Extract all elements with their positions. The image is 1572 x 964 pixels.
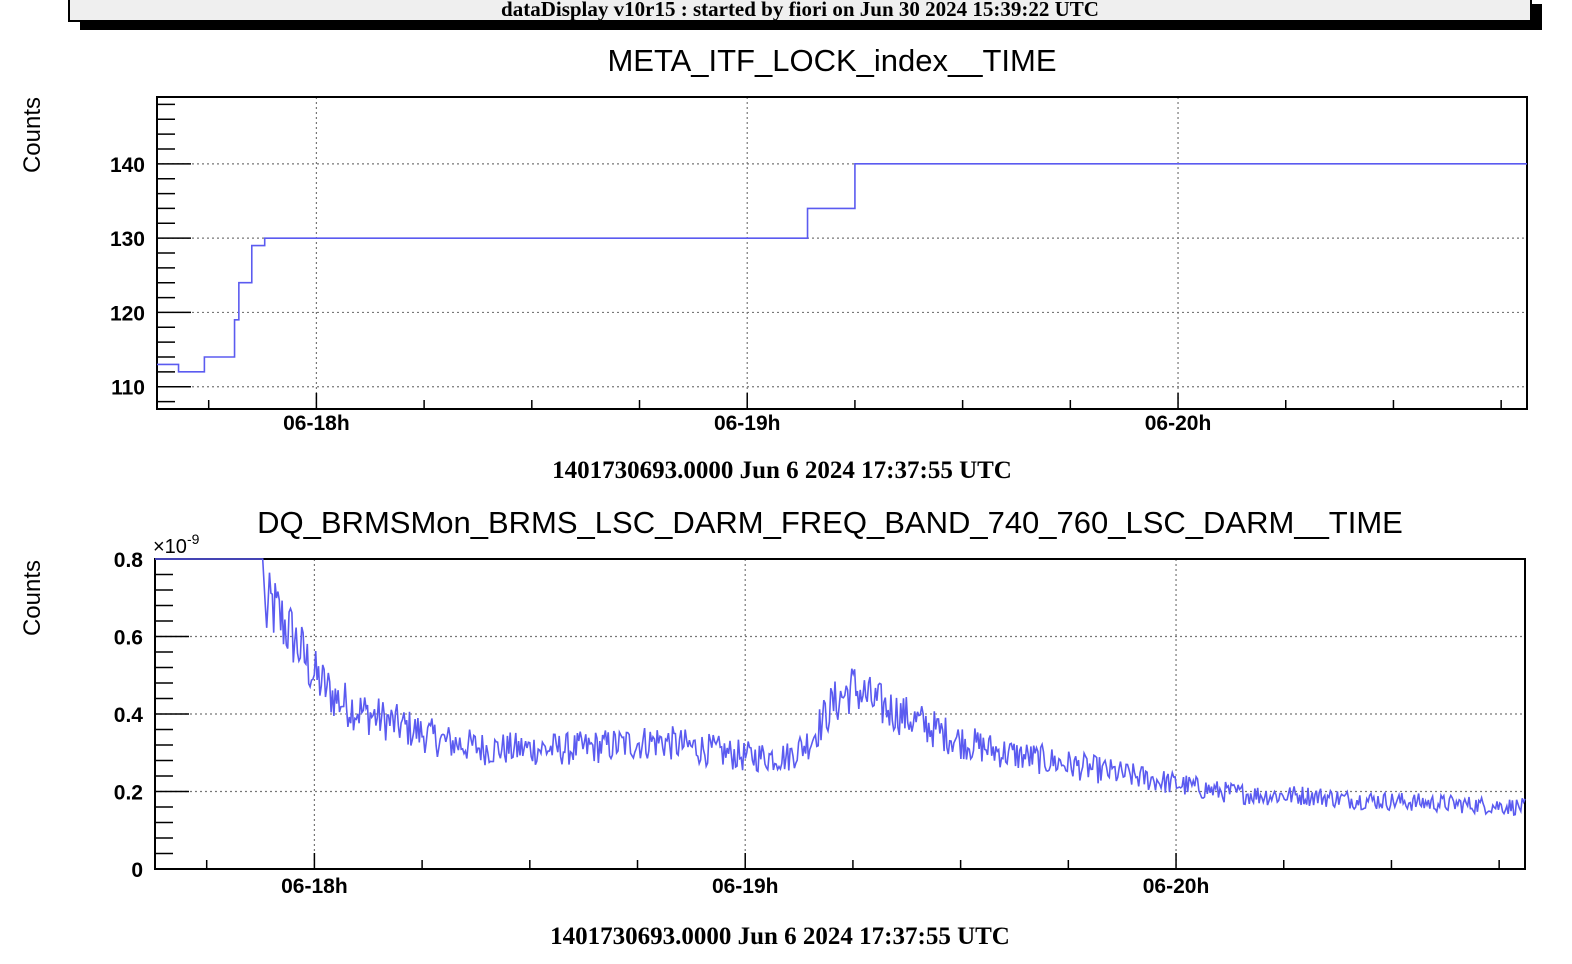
chart-1-y-tick-label: 140 [110, 154, 145, 177]
chart-1-x-axis-label: 1401730693.0000 Jun 6 2024 17:37:55 UTC [552, 457, 1012, 484]
chart-2-y-exponent: ×10-9 [153, 531, 200, 558]
app-banner: dataDisplay v10r15 : started by fiori on… [68, 0, 1532, 22]
chart-2-y-tick-label: 0.2 [114, 782, 143, 805]
chart-1-y-tick-label: 130 [110, 228, 145, 251]
chart-1-plot-frame [156, 96, 1528, 410]
chart-2-title: DQ_BRMSMon_BRMS_LSC_DARM_FREQ_BAND_740_7… [257, 505, 1403, 540]
chart-1-y-tick-label: 110 [111, 377, 145, 400]
chart-2-x-tick-label: 06-20h [1143, 875, 1210, 898]
chart-1-y-tick-label: 120 [110, 302, 145, 325]
chart-2-y-tick-label: 0.4 [114, 704, 144, 727]
chart-1-x-tick-label: 06-18h [283, 412, 350, 435]
chart-1-x-tick-label: 06-19h [714, 412, 781, 435]
chart-2-y-tick-label: 0.6 [114, 627, 143, 650]
chart-2-y-tick-label: 0 [131, 859, 143, 882]
chart-1-title: META_ITF_LOCK_index__TIME [607, 43, 1056, 78]
chart-2-x-tick-label: 06-18h [281, 875, 348, 898]
chart-1-y-axis-label: Counts [19, 97, 46, 173]
chart-2-y-tick-label: 0.8 [114, 549, 144, 572]
chart-2-y-axis-label: Counts [19, 560, 46, 636]
chart-2-series-line [155, 558, 1526, 817]
chart-1-series-line [157, 163, 1527, 373]
chart-1-x-tick-label: 06-20h [1145, 412, 1212, 435]
chart-2-x-tick-label: 06-19h [712, 875, 779, 898]
chart-2-x-axis-label: 1401730693.0000 Jun 6 2024 17:37:55 UTC [550, 923, 1010, 950]
